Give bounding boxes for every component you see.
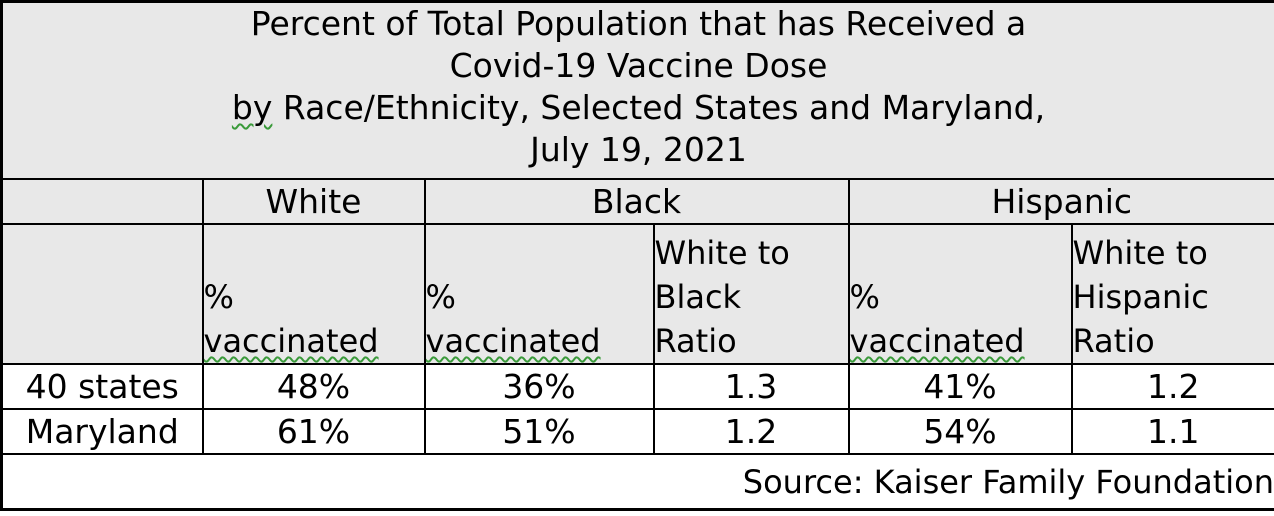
title-line-1: Percent of Total Population that has Rec…	[250, 4, 1027, 43]
race-header-black: Black	[423, 178, 850, 225]
pct-word-vaccinated: vaccinated	[425, 322, 601, 360]
white-hispanic-ratio-value: 1.2	[1070, 363, 1274, 410]
pct-word-vaccinated: vaccinated	[849, 322, 1025, 360]
subheader-white-black-ratio: White to Black Ratio	[652, 223, 850, 365]
black-pct-value: 36%	[423, 363, 655, 410]
pct-word-vaccinated: vaccinated	[203, 322, 379, 360]
subheader-white-hispanic-ratio: White to Hispanic Ratio	[1070, 223, 1274, 365]
table-row-40-states: 40 states 48% 36% 1.3 41% 1.2	[0, 363, 1274, 410]
hispanic-pct-value: 41%	[847, 363, 1073, 410]
white-pct-value: 61%	[201, 408, 426, 455]
hispanic-pct-value: 54%	[847, 408, 1073, 455]
pct-symbol: %	[203, 278, 234, 316]
race-header-hispanic: Hispanic	[847, 178, 1274, 225]
white-pct-value: 48%	[201, 363, 426, 410]
race-header-white: White	[201, 178, 426, 225]
white-hispanic-ratio-value: 1.1	[1070, 408, 1274, 455]
title-line-4: July 19, 2021	[530, 130, 747, 169]
title-line-3: by Race/Ethnicity, Selected States and M…	[4, 87, 1274, 129]
pct-symbol: %	[425, 278, 456, 316]
title-line-2: Covid-19 Vaccine Dose	[449, 46, 828, 85]
table-row-maryland: Maryland 61% 51% 1.2 54% 1.1	[0, 408, 1274, 455]
subheader-empty	[0, 223, 204, 365]
source-row: Source: Kaiser Family Foundation	[0, 453, 1274, 511]
title-word-by: by	[231, 88, 273, 127]
subheader-hispanic-pct: % vaccinated	[847, 223, 1073, 365]
table-title: Percent of Total Population that has Rec…	[0, 0, 1274, 180]
pct-symbol: %	[849, 278, 880, 316]
black-pct-value: 51%	[423, 408, 655, 455]
race-header-row: White Black Hispanic	[0, 178, 1274, 225]
white-black-ratio-value: 1.3	[652, 363, 850, 410]
white-black-ratio-value: 1.2	[652, 408, 850, 455]
subheader-row: % vaccinated % vaccinated White to Black R…	[0, 223, 1274, 365]
race-header-empty	[0, 178, 204, 225]
row-label: 40 states	[0, 363, 204, 410]
title-line-3-rest: Race/Ethnicity, Selected States and Mary…	[272, 88, 1046, 127]
source-attribution: Source: Kaiser Family Foundation	[0, 453, 1274, 511]
subheader-black-pct: % vaccinated	[423, 223, 655, 365]
row-label: Maryland	[0, 408, 204, 455]
subheader-white-pct: % vaccinated	[201, 223, 426, 365]
title-row: Percent of Total Population that has Rec…	[0, 0, 1274, 180]
